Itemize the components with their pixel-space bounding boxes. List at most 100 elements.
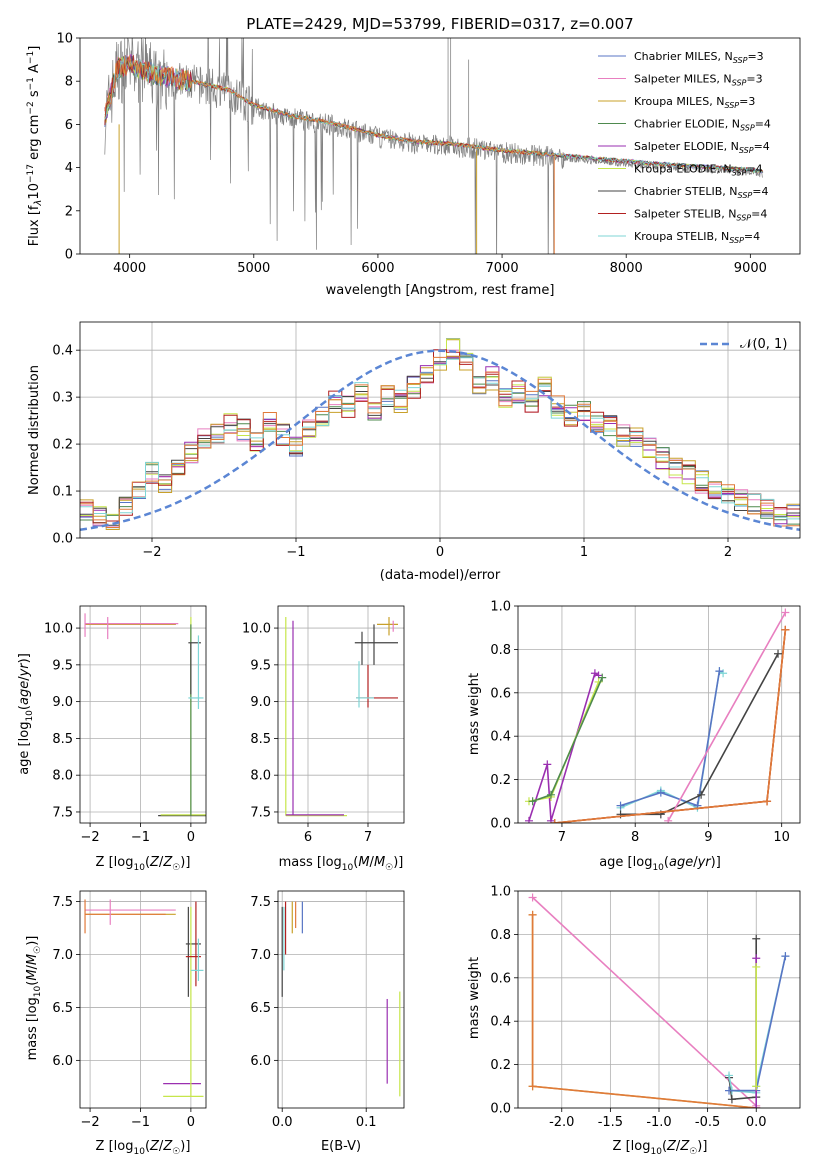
y-tick-label: 8: [65, 75, 73, 90]
y-tick-label: 6.0: [52, 1054, 73, 1069]
y-tick-label: 9.5: [250, 658, 271, 673]
mass-weight-point: [727, 1095, 736, 1104]
mass-weight-point: [616, 801, 625, 810]
plot-area: [84, 613, 206, 817]
x-tick-label: 1: [580, 545, 588, 560]
mass-weight-vs-age-panel: 7 8 9 10 0.0 0.2 0.4 0.6 0.8 1.0: [490, 600, 801, 845]
mass-weight-point: [664, 816, 673, 823]
y-tick-label: 7.0: [52, 948, 73, 963]
axes-frame: [79, 321, 801, 539]
plot-area: [84, 899, 204, 1097]
mass-weight-point: [550, 819, 559, 823]
me-xlabel: E(B-V): [321, 1139, 361, 1154]
mass-weight-line: [667, 612, 787, 822]
y-tick-label: 0.4: [490, 730, 511, 745]
agez-ylabel: age [log10(age/yr)]: [17, 653, 35, 775]
x-tick-label: 6: [304, 830, 312, 845]
age-vs-mass-panel: 6 7 7.5 8.0 8.5 9.0 9.5 10.0: [242, 605, 405, 845]
mass-vs-metallicity-panel: −2 −1 0 6.0 6.5 7.0 7.5: [52, 890, 207, 1130]
mass-weight-point: [590, 669, 599, 678]
x-tick-label: 2: [724, 545, 732, 560]
mass-weight-line: [528, 681, 600, 803]
x-tick-label: -2.0: [549, 1115, 574, 1130]
x-tick-label: 9: [704, 830, 712, 845]
y-tick-label: 7.5: [52, 805, 73, 820]
mass-weight-line: [728, 955, 787, 1094]
x-tick-label: -1.5: [598, 1115, 623, 1130]
spectrum-xlabel: wavelength [Angstrom, rest frame]: [326, 283, 555, 298]
mass-vs-ebv-panel: 0.0 0.1 6.0 6.5 7.0 7.5: [250, 890, 405, 1130]
x-tick-label: -1.0: [646, 1115, 671, 1130]
legend-entry: Salpeter MILES, NSSP=3: [634, 73, 763, 88]
axes-frame: [517, 605, 801, 824]
mass-weight-point: [528, 910, 537, 919]
y-tick-label: 0.2: [490, 1058, 511, 1073]
mass-weight-point: [781, 608, 790, 617]
mass-weight-line: [532, 896, 757, 1107]
mass-weight-point: [719, 669, 728, 678]
y-tick-label: 0.6: [490, 971, 511, 986]
legend-entry: Salpeter STELIB, NSSP=4: [634, 208, 767, 223]
x-tick-label: 0.1: [356, 1115, 377, 1130]
x-tick-label: 0: [187, 830, 195, 845]
x-tick-label: 7: [558, 830, 566, 845]
y-tick-label: 6.5: [52, 1001, 73, 1016]
plot-area: [285, 617, 398, 817]
mass-weight-point: [524, 816, 533, 823]
residual-histogram-panel: −2 −1 0 1 2 0.0 0.1 0.2 0.3 0.4 𝒩(0, 1): [52, 321, 801, 560]
plot-area: [281, 901, 401, 1097]
mass-weight-point: [546, 816, 555, 823]
x-tick-label: −2: [142, 545, 161, 560]
y-tick-label: 10.0: [242, 622, 271, 637]
x-tick-label: 0.0: [272, 1115, 293, 1130]
y-tick-label: 0.8: [490, 928, 511, 943]
y-tick-label: 0.1: [52, 485, 73, 500]
legend-entry: Kroupa STELIB, NSSP=4: [634, 230, 760, 245]
mwage-xlabel: age [log10(age/yr)]: [599, 855, 721, 873]
mass-weight-line: [728, 938, 757, 1101]
plot-area: [524, 608, 790, 823]
residual-histogram-step: [80, 356, 800, 526]
mass-weight-point: [528, 797, 537, 806]
gaussian-curve: [80, 349, 800, 532]
axes-frame: [79, 605, 207, 824]
y-tick-label: 0.3: [52, 391, 73, 406]
mass-weight-point: [598, 673, 607, 682]
mass-weight-point: [752, 1082, 761, 1091]
y-tick-label: 0.2: [490, 773, 511, 788]
y-tick-label: 8.0: [52, 769, 73, 784]
hist-plot-area: [80, 338, 800, 532]
y-tick-label: 7.5: [52, 895, 73, 910]
residual-histogram-step: [80, 355, 800, 528]
spectrum-panel: 4000 5000 6000 7000 8000 9000 0 2 4 6 8 10 Chabrier …: [56, 32, 801, 276]
y-tick-label: 0.6: [490, 686, 511, 701]
mass-weight-vs-metallicity-panel: -2.0 -1.5 -1.0 -0.5 0.0 0.0 0.2 0.4 0.6 0.8 1.0: [490, 885, 801, 1130]
x-tick-label: −1: [131, 1115, 150, 1130]
agez-xlabel: Z [log10(Z/Z☉)]: [96, 855, 191, 873]
y-tick-label: 7.5: [250, 895, 271, 910]
residual-histogram-step: [80, 339, 800, 530]
mass-weight-line: [620, 670, 721, 807]
mass-weight-point: [715, 667, 724, 676]
mass-weight-point: [528, 893, 537, 902]
x-tick-label: −2: [80, 830, 99, 845]
y-tick-label: 7.5: [250, 805, 271, 820]
mass-weight-point: [528, 1082, 537, 1091]
model-spectrum: [104, 55, 763, 174]
y-tick-label: 4: [65, 161, 73, 176]
x-tick-label: 10: [773, 830, 790, 845]
mwage-ylabel: mass weight: [467, 673, 482, 755]
y-tick-label: 10.0: [44, 622, 73, 637]
axes-frame: [517, 890, 801, 1109]
axes-frame: [277, 890, 405, 1109]
y-tick-label: 8.5: [52, 732, 73, 747]
hist-ylabel: Normed distribution: [27, 365, 42, 495]
age-vs-metallicity-panel: −2 −1 0 7.5 8.0 8.5 9.0 9.5 10.0: [44, 605, 207, 845]
y-tick-label: 8.0: [250, 769, 271, 784]
x-tick-label: 7: [364, 830, 372, 845]
spectrum-plot-area: [104, 38, 764, 254]
y-tick-label: 9.0: [250, 695, 271, 710]
plot-area: [528, 893, 790, 1108]
y-tick-label: 9.5: [52, 658, 73, 673]
